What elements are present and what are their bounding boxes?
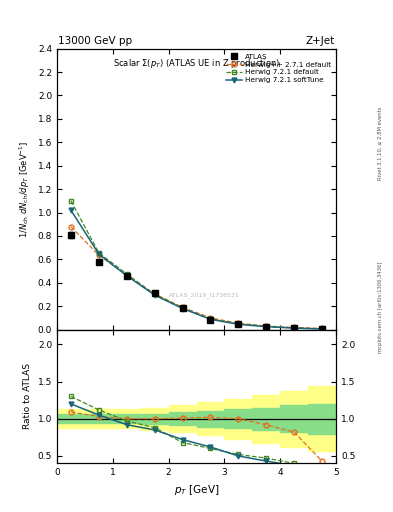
Text: Scalar $\Sigma(p_T)$ (ATLAS UE in Z production): Scalar $\Sigma(p_T)$ (ATLAS UE in Z prod… — [113, 57, 280, 70]
X-axis label: $p_T\ [\mathrm{GeV}]$: $p_T\ [\mathrm{GeV}]$ — [174, 483, 219, 497]
Text: mcplots.cern.ch [arXiv:1306.3436]: mcplots.cern.ch [arXiv:1306.3436] — [378, 262, 383, 353]
Text: ATLAS_2019_I1736531: ATLAS_2019_I1736531 — [169, 292, 239, 297]
Y-axis label: Ratio to ATLAS: Ratio to ATLAS — [23, 364, 32, 430]
Text: 13000 GeV pp: 13000 GeV pp — [58, 36, 132, 46]
Text: Rivet 3.1.10, ≥ 2.8M events: Rivet 3.1.10, ≥ 2.8M events — [378, 106, 383, 180]
Text: Z+Jet: Z+Jet — [306, 36, 335, 46]
Legend: ATLAS, Herwig++ 2.7.1 default, Herwig 7.2.1 default, Herwig 7.2.1 softTune: ATLAS, Herwig++ 2.7.1 default, Herwig 7.… — [225, 52, 332, 85]
Y-axis label: $1/N_\mathrm{ch}\ dN_\mathrm{ch}/dp_T\ [\mathrm{GeV}^{-1}]$: $1/N_\mathrm{ch}\ dN_\mathrm{ch}/dp_T\ [… — [18, 140, 32, 238]
